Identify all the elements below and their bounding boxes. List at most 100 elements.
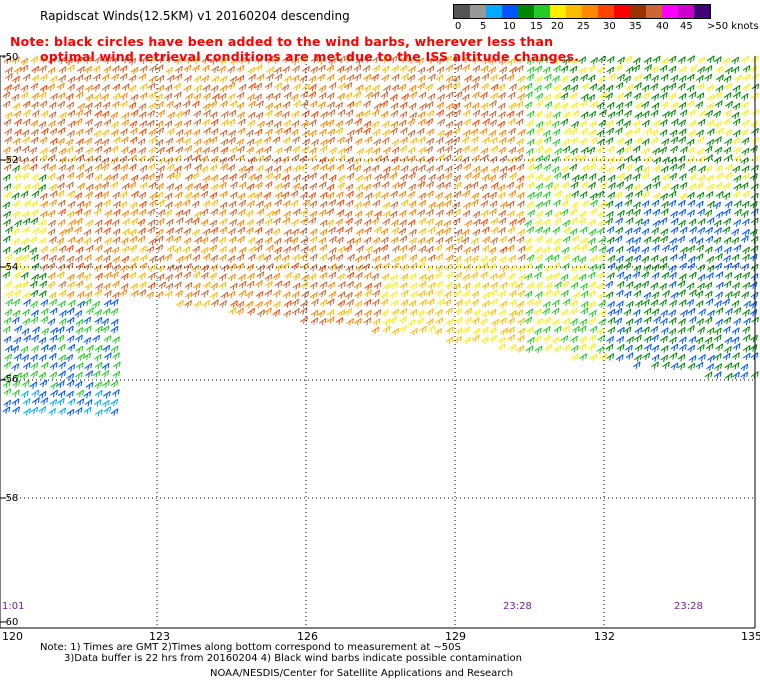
wind-barb [409, 290, 418, 299]
wind-barb [85, 127, 93, 135]
wind-barb [58, 164, 67, 172]
wind-barb [344, 55, 353, 63]
wind-barb [454, 316, 463, 325]
wind-barb [237, 226, 246, 235]
wind-barb [254, 191, 263, 200]
wind-barb [436, 56, 445, 65]
wind-barb [336, 65, 345, 74]
wind-barb [498, 146, 506, 155]
wind-barb [641, 255, 650, 264]
wind-barb [688, 336, 697, 344]
wind-barb [274, 146, 283, 155]
wind-barb [489, 200, 498, 208]
wind-barb [318, 181, 327, 189]
wind-barb [274, 73, 283, 81]
wind-barb [698, 353, 706, 362]
wind-barb [164, 290, 173, 298]
wind-barb [399, 281, 408, 290]
wind-barb [363, 120, 372, 129]
wind-barb [266, 210, 274, 218]
wind-barb [452, 82, 461, 90]
wind-barb [176, 136, 184, 145]
wind-barb [317, 309, 326, 318]
wind-barb [454, 120, 463, 128]
wind-barb [443, 154, 452, 162]
wind-barb [687, 55, 695, 63]
wind-barb [220, 119, 229, 127]
wind-barb [282, 280, 291, 289]
wind-barb [445, 102, 454, 111]
wind-barb [335, 191, 344, 199]
wind-barb [138, 147, 147, 155]
wind-barb [329, 146, 337, 155]
wind-barb [741, 190, 750, 198]
wind-barb [713, 56, 722, 64]
wind-barb [578, 343, 587, 351]
wind-barb [562, 298, 571, 306]
wind-barb [309, 210, 318, 219]
wind-barb [112, 352, 120, 360]
wind-barb [641, 299, 650, 307]
wind-barb [740, 128, 749, 137]
wind-barb [318, 236, 327, 245]
wind-barb [462, 109, 471, 118]
wind-barb [371, 120, 380, 129]
wind-barb [49, 137, 58, 146]
wind-barb [435, 74, 444, 82]
wind-barb [210, 282, 218, 291]
wind-barb [119, 65, 128, 73]
wind-barb [93, 399, 102, 407]
wind-barb [596, 129, 605, 138]
wind-barb [472, 154, 480, 163]
wind-barb [391, 245, 400, 253]
wind-barb [22, 318, 31, 326]
wind-barb [49, 190, 58, 198]
wind-barb [590, 57, 598, 65]
lat-label: -50 [2, 52, 19, 63]
wind-barb [499, 66, 508, 74]
wind-barb [265, 102, 274, 111]
wind-barb [337, 299, 346, 308]
wind-barb [30, 289, 39, 298]
wind-barb [668, 55, 677, 64]
wind-barb [696, 82, 705, 91]
wind-barb [461, 84, 470, 93]
wind-barb [49, 75, 58, 84]
wind-barb [2, 325, 11, 334]
wind-barb [551, 318, 560, 327]
legend-swatch [662, 5, 678, 18]
wind-barb [309, 281, 318, 290]
wind-barb [625, 83, 634, 92]
wind-barb [39, 73, 48, 82]
wind-barb [353, 100, 362, 108]
wind-barb [723, 146, 732, 155]
wind-barb [94, 201, 103, 210]
wind-barb [4, 281, 13, 289]
wind-barb [31, 74, 40, 83]
wind-barb [30, 209, 39, 217]
wind-barb [632, 173, 641, 181]
lat-lon-grid [0, 55, 756, 629]
wind-barb [625, 352, 634, 360]
wind-barb [462, 209, 471, 218]
wind-barb [31, 101, 39, 109]
wind-barb [562, 235, 571, 244]
wind-barb [650, 83, 659, 91]
wind-barb [479, 183, 488, 192]
wind-barb [210, 236, 219, 244]
wind-barb [534, 163, 543, 171]
wind-barb [686, 282, 695, 290]
wind-barb [417, 136, 426, 144]
wind-barb [239, 172, 247, 181]
wind-barb [39, 227, 47, 235]
wind-barb [328, 247, 337, 255]
wind-barb [488, 129, 497, 138]
wind-barb [148, 199, 157, 208]
wind-barb [30, 300, 38, 309]
wind-barb [480, 166, 489, 174]
wind-barb [283, 309, 291, 318]
wind-barb [210, 254, 219, 263]
wind-barb [725, 307, 733, 316]
wind-barb [437, 118, 445, 127]
wind-barb [166, 264, 175, 272]
